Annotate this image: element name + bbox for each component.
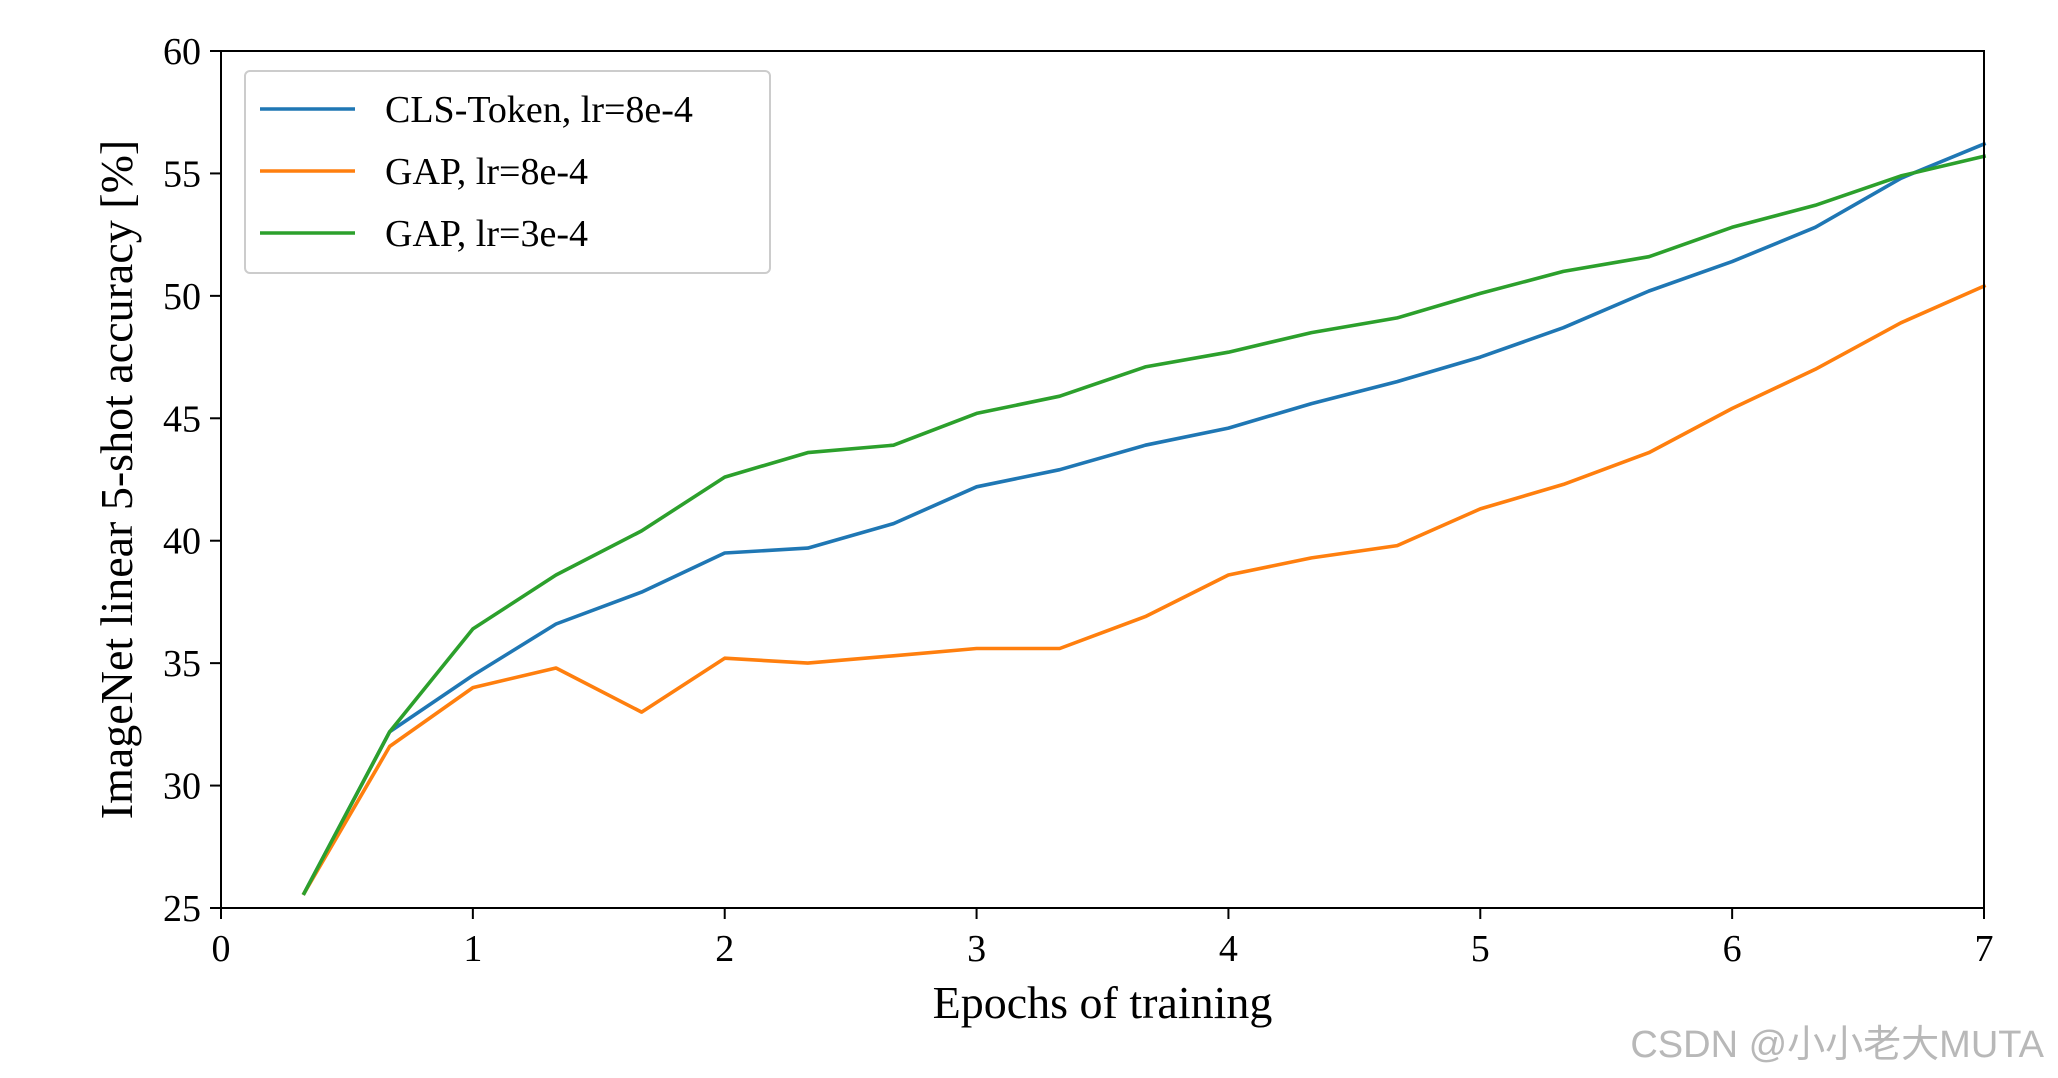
x-tick-label: 5: [1471, 928, 1490, 970]
y-tick-label: 40: [163, 521, 201, 563]
legend-label-1: CLS-Token, lr=8e-4: [385, 89, 693, 131]
plot-frame: [220, 50, 1985, 909]
x-tick-label: 2: [715, 928, 734, 970]
x-axis-label: Epochs of training: [933, 977, 1273, 1028]
y-axis-label: ImageNet linear 5-shot accuracy [%]: [91, 140, 142, 819]
legend-label-3: GAP, lr=3e-4: [385, 213, 588, 255]
series-line-2: [301, 283, 1987, 896]
y-tick-label: 55: [163, 153, 201, 195]
y-tick-label: 30: [163, 766, 201, 808]
y-tick-label: 25: [163, 888, 201, 930]
x-tick-label: 1: [463, 928, 482, 970]
y-tick-label: 35: [163, 643, 201, 685]
y-tick-label: 45: [163, 398, 201, 440]
y-tick-label: 60: [163, 31, 201, 73]
series-line-1: [301, 141, 1987, 896]
x-tick-label: 0: [212, 928, 231, 970]
legend-box: [244, 70, 771, 274]
x-tick-label: 6: [1723, 928, 1742, 970]
x-tick-label: 4: [1219, 928, 1238, 970]
series-line-3: [301, 154, 1987, 896]
x-tick-label: 3: [967, 928, 986, 970]
legend-label-2: GAP, lr=8e-4: [385, 151, 588, 193]
legend: CLS-Token, lr=8e-4 GAP, lr=8e-4 GAP, lr=3e…: [244, 70, 771, 274]
watermark: CSDN @小小老大MUTA: [1630, 1024, 2044, 1066]
x-tick-label: 7: [1975, 928, 1994, 970]
y-tick-label: 50: [163, 276, 201, 318]
